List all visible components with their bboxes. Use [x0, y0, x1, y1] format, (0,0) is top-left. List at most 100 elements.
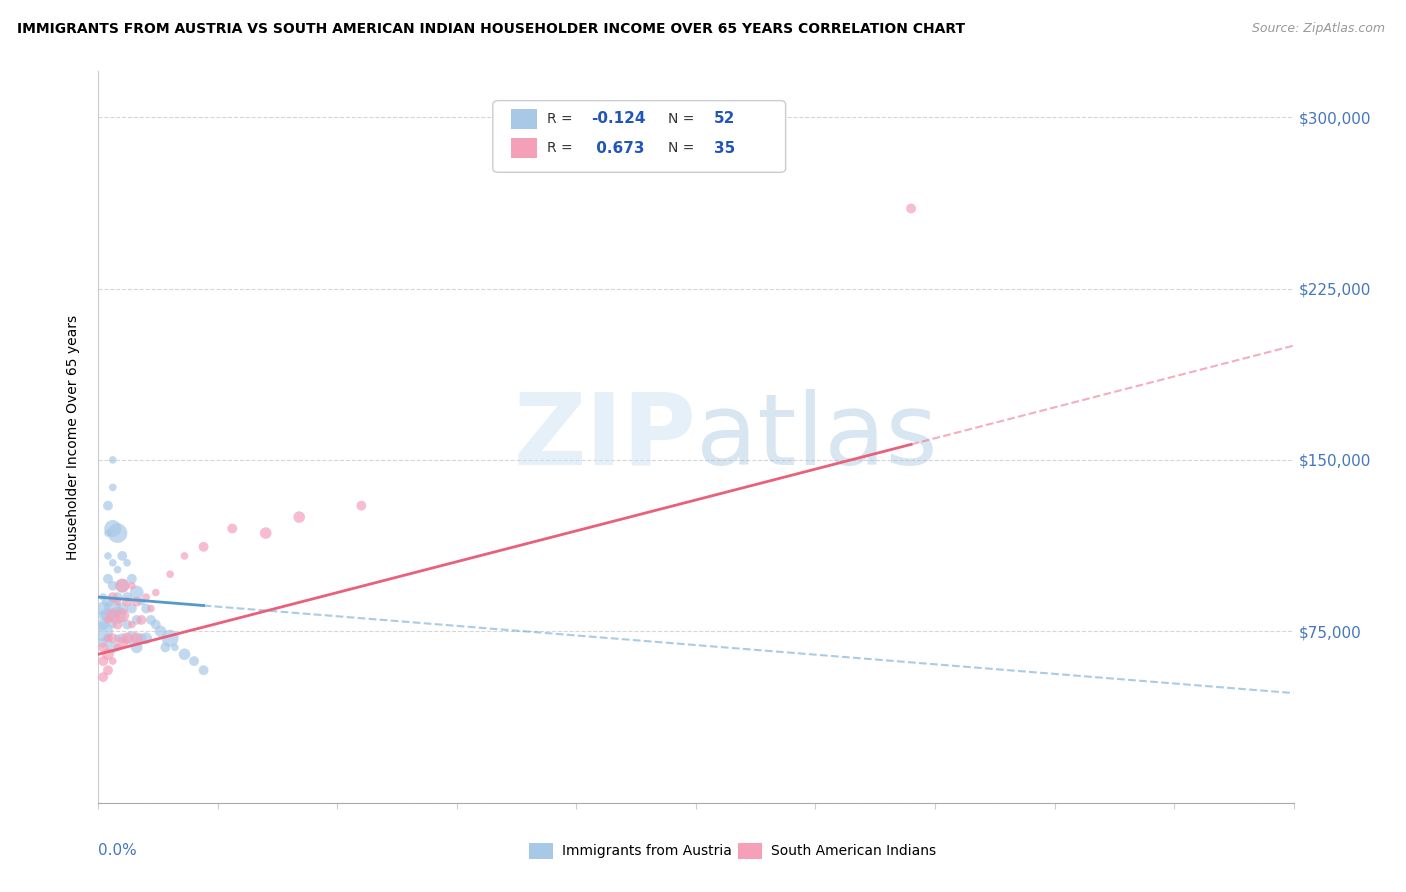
Point: [101, 654, 124, 668]
Bar: [738, 843, 762, 859]
Point: [139, 613, 162, 627]
Point: [139, 601, 162, 615]
Point: [97, 594, 120, 608]
Point: [900, 202, 922, 216]
Text: N =: N =: [668, 112, 699, 126]
Point: [107, 608, 129, 623]
Y-axis label: Householder Income Over 65 years: Householder Income Over 65 years: [66, 315, 80, 559]
Point: [91, 654, 114, 668]
Point: [97, 632, 120, 646]
Text: 0.0%: 0.0%: [98, 843, 138, 858]
Point: [159, 567, 181, 582]
Point: [91, 617, 114, 632]
Point: [145, 585, 167, 599]
Point: [149, 624, 172, 639]
Text: 52: 52: [714, 112, 735, 127]
Text: N =: N =: [668, 141, 699, 155]
Point: [101, 632, 124, 646]
Text: R =: R =: [547, 112, 576, 126]
Point: [111, 636, 134, 650]
Point: [145, 617, 167, 632]
Point: [155, 640, 177, 655]
Point: [107, 590, 129, 604]
Point: [125, 613, 148, 627]
Point: [97, 608, 120, 623]
Point: [107, 617, 129, 632]
Point: [173, 647, 195, 661]
Point: [111, 632, 134, 646]
Point: [107, 640, 129, 655]
Text: 0.673: 0.673: [591, 141, 644, 156]
Point: [193, 540, 215, 554]
Text: R =: R =: [547, 141, 576, 155]
Point: [183, 654, 205, 668]
Point: [121, 617, 143, 632]
Point: [101, 601, 124, 615]
Point: [173, 549, 195, 563]
Point: [91, 590, 114, 604]
Point: [121, 632, 143, 646]
Point: [91, 640, 114, 655]
Point: [121, 601, 143, 615]
Point: [107, 632, 129, 646]
Point: [97, 613, 120, 627]
Point: [101, 453, 124, 467]
Point: [115, 617, 138, 632]
Point: [101, 480, 124, 494]
Point: [97, 549, 120, 563]
Point: [97, 647, 120, 661]
Text: ZIP: ZIP: [513, 389, 696, 485]
Point: [115, 594, 138, 608]
Text: Immigrants from Austria: Immigrants from Austria: [562, 844, 733, 858]
Point: [107, 594, 129, 608]
Point: [91, 608, 114, 623]
FancyBboxPatch shape: [494, 101, 786, 172]
Point: [101, 579, 124, 593]
Point: [111, 608, 134, 623]
Point: [91, 636, 114, 650]
Point: [91, 624, 114, 639]
Point: [221, 521, 243, 535]
Point: [131, 594, 153, 608]
Point: [125, 632, 148, 646]
Point: [121, 572, 143, 586]
Bar: [510, 138, 537, 159]
Point: [135, 601, 157, 615]
Point: [97, 632, 120, 646]
Point: [107, 526, 129, 541]
Point: [115, 556, 138, 570]
Point: [193, 663, 215, 677]
Point: [131, 632, 153, 646]
Point: [101, 640, 124, 655]
Point: [125, 594, 148, 608]
Point: [97, 572, 120, 586]
Text: -0.124: -0.124: [591, 112, 645, 127]
Point: [111, 601, 134, 615]
Point: [115, 590, 138, 604]
Text: Source: ZipAtlas.com: Source: ZipAtlas.com: [1251, 22, 1385, 36]
Text: 35: 35: [714, 141, 735, 156]
Point: [97, 526, 120, 541]
Point: [101, 608, 124, 623]
Point: [111, 579, 134, 593]
Bar: [529, 843, 553, 859]
Text: IMMIGRANTS FROM AUSTRIA VS SOUTH AMERICAN INDIAN HOUSEHOLDER INCOME OVER 65 YEAR: IMMIGRANTS FROM AUSTRIA VS SOUTH AMERICA…: [17, 22, 965, 37]
Point: [131, 613, 153, 627]
Point: [350, 499, 373, 513]
Point: [107, 563, 129, 577]
Point: [101, 590, 124, 604]
Point: [111, 579, 134, 593]
Text: atlas: atlas: [696, 389, 938, 485]
Point: [101, 617, 124, 632]
Bar: [510, 109, 537, 129]
Point: [91, 601, 114, 615]
Point: [111, 549, 134, 563]
Point: [135, 590, 157, 604]
Point: [97, 499, 120, 513]
Point: [101, 556, 124, 570]
Point: [159, 632, 181, 646]
Point: [115, 632, 138, 646]
Text: South American Indians: South American Indians: [772, 844, 936, 858]
Point: [101, 521, 124, 535]
Point: [163, 640, 186, 655]
